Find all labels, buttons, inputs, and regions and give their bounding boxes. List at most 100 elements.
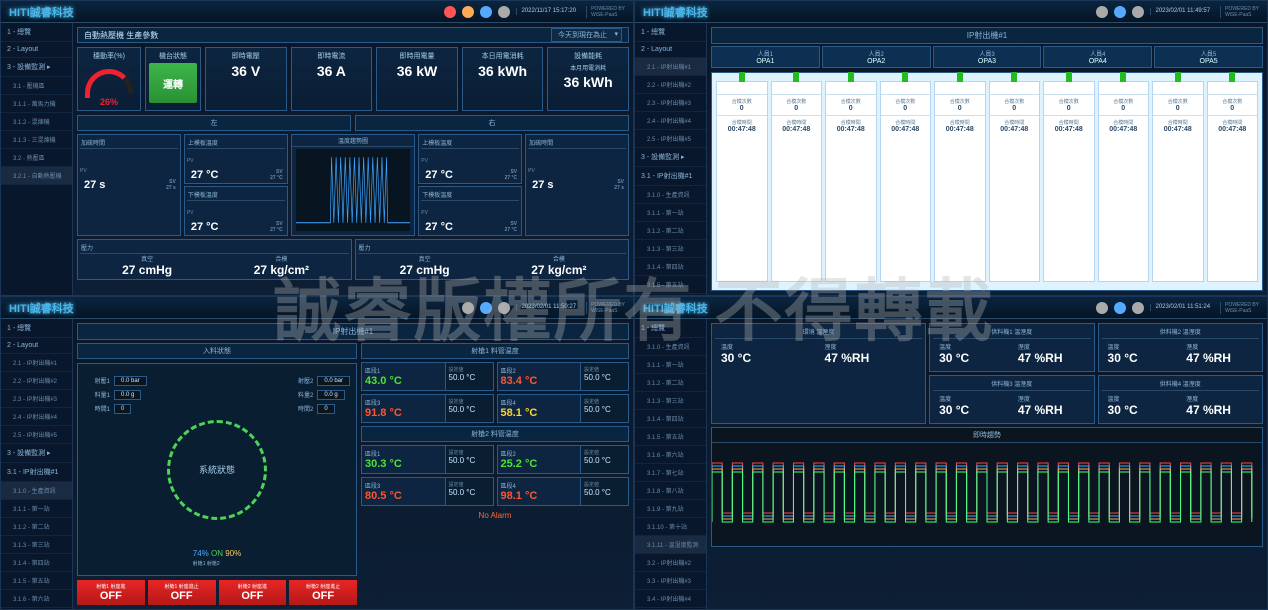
nav-item[interactable]: 3.1.3 - 第三站 — [1, 536, 72, 554]
globe-icon[interactable] — [480, 302, 492, 314]
trend-chart: 溫度趨勢圖 — [291, 134, 416, 236]
nav-item[interactable]: 3.1.0 - 生產資訊 — [635, 186, 706, 204]
nav-item[interactable]: 3.1 - IP射出機#1 — [1, 463, 72, 482]
powered-by: POWERED BYWiSE-PaaS — [586, 302, 625, 314]
timestamp: 2023/02/01 11:51:24 — [1150, 304, 1214, 311]
nav-item[interactable]: 2.3 - IP射出機#3 — [1, 390, 72, 408]
off-button[interactable]: 射槍2 射座進止OFF — [289, 580, 357, 605]
panel-3: HITI誠睿科技 2023/02/01 11:50:27POWERED BYWi… — [0, 296, 634, 610]
station: 合模次數0合模時間00:47:48 — [716, 81, 768, 282]
nav-item[interactable]: 3.1.0 - 生產資訊 — [635, 338, 706, 356]
alert-icon[interactable] — [444, 6, 456, 18]
globe-icon[interactable] — [480, 6, 492, 18]
nav-item[interactable]: 1 - 總覽 — [635, 23, 706, 42]
nav-item[interactable]: 3.1.6 - 第六站 — [635, 446, 706, 464]
nav-item[interactable]: 3.1.10 - 第十站 — [635, 518, 706, 536]
nav-item[interactable]: 3.5 - IP射出機#5 — [635, 608, 706, 609]
nav-item[interactable]: 3.1.11 - 温湿度監測 — [635, 536, 706, 554]
voltage-value: 36 V — [209, 63, 283, 79]
brand: HITI誠睿科技 — [9, 300, 74, 316]
nav-overview[interactable]: 1 - 總覽 — [1, 23, 72, 42]
nav-sub[interactable]: 3.1.2 - 混煉機 — [1, 113, 72, 131]
period-dropdown[interactable]: 今天到現在為止 — [551, 28, 622, 42]
nav-sub[interactable]: 3.1 - 壓機區 — [1, 77, 72, 95]
nav-item[interactable]: 2 - Layout — [635, 42, 706, 58]
sidebar: 1 - 總覽3.1.0 - 生產資訊3.1.1 - 第一站3.1.2 - 第二站… — [635, 319, 707, 609]
nav-item[interactable]: 3.1.7 - 第七站 — [635, 464, 706, 482]
nav-item[interactable]: 2.5 - IP射出機#5 — [635, 130, 706, 148]
operator-tab[interactable]: 人員4OPA4 — [1043, 46, 1152, 68]
env-card: 供料機2 溫溼度溫度30 °C溼度47 %RH — [1098, 323, 1263, 372]
nav-item[interactable]: 2 - Layout — [1, 338, 72, 354]
sidebar: 1 - 總覽2 - Layout2.1 - IP射出機#12.2 - IP射出機… — [635, 23, 707, 295]
operator-tab[interactable]: 人員1OPA1 — [711, 46, 820, 68]
off-button[interactable]: 射槍1 射座進OFF — [77, 580, 145, 605]
nav-item[interactable]: 3.1.6 - 第六站 — [635, 294, 706, 295]
nav-item[interactable]: 3.4 - IP射出機#4 — [635, 590, 706, 608]
nav-item[interactable]: 1 - 總覽 — [635, 319, 706, 338]
nav-item[interactable]: 3.1.1 - 第一站 — [1, 500, 72, 518]
operator-tab[interactable]: 人員5OPA5 — [1154, 46, 1263, 68]
help-icon[interactable] — [1132, 6, 1144, 18]
nav-item[interactable]: 3.1.3 - 第三站 — [635, 240, 706, 258]
nav-item[interactable]: 3.2 - IP射出機#2 — [635, 554, 706, 572]
nav-sub[interactable]: 3.2 - 熱壓區 — [1, 149, 72, 167]
bell-icon[interactable] — [462, 6, 474, 18]
nav-item[interactable]: 2.2 - IP射出機#2 — [635, 76, 706, 94]
nav-item[interactable]: 3.1.1 - 第一站 — [635, 204, 706, 222]
help-icon[interactable] — [498, 302, 510, 314]
station: 合模次數0合模時間00:47:48 — [1152, 81, 1204, 282]
nav-layout[interactable]: 2 - Layout — [1, 42, 72, 58]
nav-item[interactable]: 2.1 - IP射出機#1 — [1, 354, 72, 372]
nav-item[interactable]: 3 - 設備監測 ▸ — [1, 444, 72, 463]
nav-item[interactable]: 2.5 - IP射出機#5 — [1, 426, 72, 444]
nav-item[interactable]: 3.1.2 - 第二站 — [635, 222, 706, 240]
operator-tab[interactable]: 人員2OPA2 — [822, 46, 931, 68]
nav-item[interactable]: 3.1.4 - 第四站 — [1, 554, 72, 572]
nav-item[interactable]: 2.4 - IP射出機#4 — [1, 408, 72, 426]
nav-monitor[interactable]: 3 - 設備監測 ▸ — [1, 58, 72, 77]
env-card: 供料機3 溫溼度溫度30 °C溼度47 %RH — [929, 375, 1094, 424]
nav-item[interactable]: 2.2 - IP射出機#2 — [1, 372, 72, 390]
nav-item[interactable]: 3.3 - IP射出機#3 — [635, 572, 706, 590]
nav-item[interactable]: 3.1.0 - 生產資訊 — [1, 482, 72, 500]
nav-item[interactable]: 3.1.2 - 第二站 — [635, 374, 706, 392]
nav-item[interactable]: 2.3 - IP射出機#3 — [635, 94, 706, 112]
nav-item[interactable]: 3.1.7 - 第七站 — [1, 608, 72, 609]
settings-icon[interactable] — [462, 302, 474, 314]
globe-icon[interactable] — [1114, 6, 1126, 18]
nav-sub-active[interactable]: 3.2.1 - 自動熱壓機 — [1, 167, 72, 185]
operator-tab[interactable]: 人員3OPA3 — [933, 46, 1042, 68]
zone-card: 區段498.1 °C設定値50.0 °C — [497, 477, 630, 506]
nav-item[interactable]: 3.1.5 - 第五站 — [1, 572, 72, 590]
off-button[interactable]: 射槍2 射座進OFF — [219, 580, 287, 605]
nav-item[interactable]: 3.1.5 - 第五站 — [635, 428, 706, 446]
nav-item[interactable]: 2.1 - IP射出機#1 — [635, 58, 706, 76]
settings-icon[interactable] — [1096, 6, 1108, 18]
nav-item[interactable]: 3.1 - IP射出機#1 — [635, 167, 706, 186]
nav-item[interactable]: 3.1.2 - 第二站 — [1, 518, 72, 536]
nav-item[interactable]: 3.1.4 - 第四站 — [635, 258, 706, 276]
nav-item[interactable]: 3 - 設備監測 ▸ — [635, 148, 706, 167]
settings-icon[interactable] — [1096, 302, 1108, 314]
off-button[interactable]: 射槍1 射座進止OFF — [148, 580, 216, 605]
nav-item[interactable]: 3.1.8 - 第八站 — [635, 482, 706, 500]
nav-item[interactable]: 1 - 總覽 — [1, 319, 72, 338]
zone-card: 區段380.5 °C設定値50.0 °C — [361, 477, 494, 506]
nav-item[interactable]: 3.1.9 - 第九站 — [635, 500, 706, 518]
nav-item[interactable]: 2.4 - IP射出機#4 — [635, 112, 706, 130]
nav-item[interactable]: 3.1.3 - 第三站 — [635, 392, 706, 410]
nav-item[interactable]: 3.1.5 - 第五站 — [635, 276, 706, 294]
nav-item[interactable]: 3.1.6 - 第六站 — [1, 590, 72, 608]
nav-sub[interactable]: 3.1.1 - 萬馬力機 — [1, 95, 72, 113]
nav-sub[interactable]: 3.1.3 - 三混煉機 — [1, 131, 72, 149]
station: 合模次數0合模時間00:47:48 — [934, 81, 986, 282]
title-bar: 自動熱壓機 生產參數 今天到現在為止 — [77, 27, 629, 43]
help-icon[interactable] — [498, 6, 510, 18]
globe-icon[interactable] — [1114, 302, 1126, 314]
vibration-card: 穩動率(%) 26% — [77, 47, 141, 111]
lower-temp-right: 下模板溫度PV27 °CSV27 °C — [418, 186, 522, 236]
help-icon[interactable] — [1132, 302, 1144, 314]
nav-item[interactable]: 3.1.4 - 第四站 — [635, 410, 706, 428]
nav-item[interactable]: 3.1.1 - 第一站 — [635, 356, 706, 374]
